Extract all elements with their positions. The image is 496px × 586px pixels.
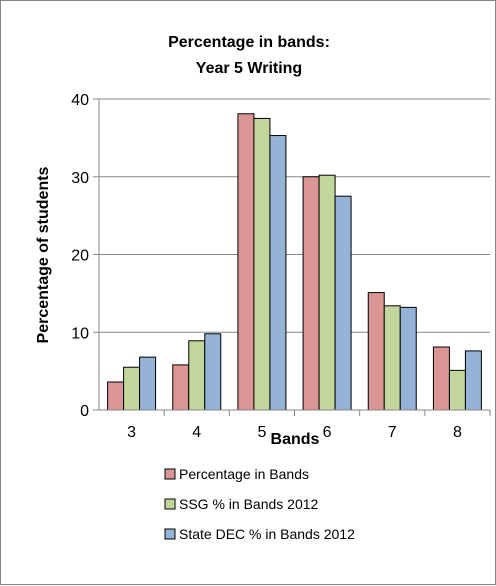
bar-7-3 [399,306,417,411]
bar-5-2 [253,117,271,411]
bar-7-2 [383,305,401,411]
legend: Percentage in Bands SSG % in Bands 2012 St… [164,466,355,542]
bar-3-3 [139,356,157,411]
bar-6-3 [334,195,352,411]
x-axis-title: Bands [271,431,320,448]
legend-label-1: Percentage in Bands [179,466,309,482]
legend-swatch-2 [164,498,176,510]
bar-5-3 [269,135,287,411]
x-tick-label: 7 [388,424,397,441]
bar-6-1 [302,176,320,411]
bar-8-3 [464,350,482,411]
bar-3-2 [123,366,141,411]
legend-label-3: State DEC % in Bands 2012 [179,526,355,542]
bars [107,113,482,411]
bar-8-2 [448,369,466,411]
bar-6-2 [318,174,336,411]
y-axis-title: Percentage of students [35,166,52,343]
bar-3-1 [107,381,125,411]
bar-7-1 [367,292,385,411]
x-tick-label: 6 [323,424,332,441]
x-tick-label: 3 [127,424,136,441]
chart-title-line-1: Percentage in bands: [168,34,330,51]
y-tick-label: 20 [71,248,89,265]
bar-8-1 [432,346,450,411]
y-tick-label: 30 [71,170,89,187]
bar-4-1 [172,364,190,411]
axes: 0 10 20 30 40 3 4 5 6 7 8 [71,92,491,441]
x-tick-label: 8 [453,424,462,441]
bar-4-3 [204,333,222,411]
x-tick-label: 5 [257,424,266,441]
legend-swatch-3 [164,528,176,540]
x-tick-label: 4 [192,424,201,441]
bar-5-1 [237,113,255,411]
chart-title-line-2: Year 5 Writing [196,60,302,77]
legend-swatch-1 [164,468,176,480]
y-tick-label: 40 [71,92,89,109]
legend-label-2: SSG % in Bands 2012 [179,496,319,512]
gridlines [99,98,490,333]
bar-4-2 [188,340,206,411]
y-tick-label: 10 [71,325,89,342]
y-tick-label: 0 [80,403,89,420]
